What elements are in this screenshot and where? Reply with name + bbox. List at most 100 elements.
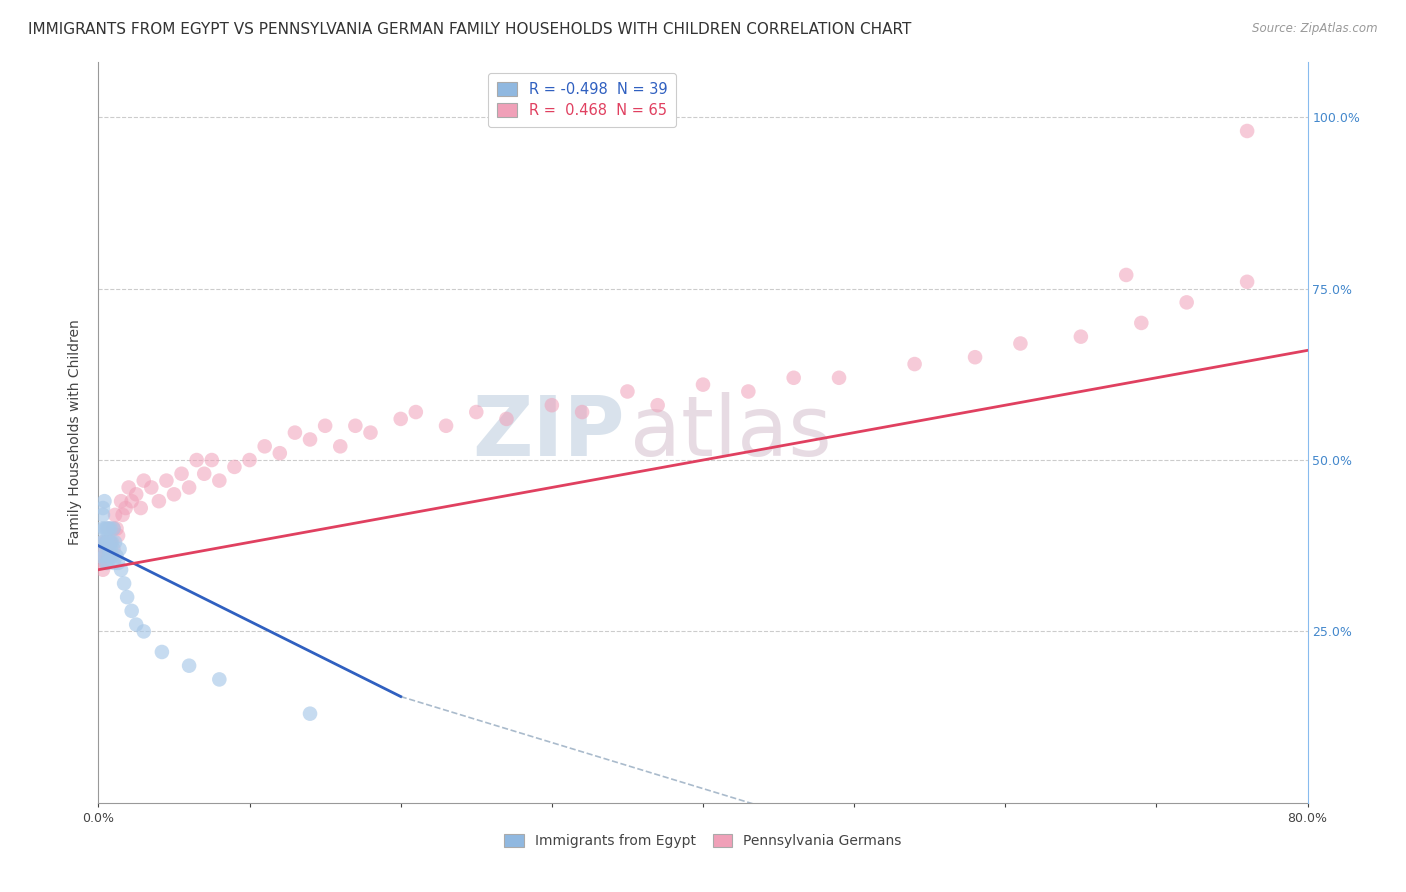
Point (253, 439, 276, 453)
Point (98, 522, 121, 536)
Point (91, 535, 114, 549)
Point (571, 405, 593, 419)
Point (1236, 124, 1258, 138)
Point (101, 535, 124, 549)
Point (616, 384, 638, 399)
Point (93, 549, 115, 563)
Point (284, 425, 307, 440)
Point (193, 467, 215, 481)
Point (179, 480, 201, 494)
Point (150, 645, 173, 659)
Point (329, 439, 352, 453)
Point (90, 542, 112, 557)
Point (110, 494, 132, 508)
Point (103, 556, 125, 570)
Point (107, 528, 129, 542)
Point (239, 453, 262, 467)
Point (148, 494, 170, 508)
Text: ZIP: ZIP (472, 392, 624, 473)
Point (299, 706, 322, 721)
Point (98, 549, 121, 563)
Point (107, 556, 129, 570)
Point (94, 522, 117, 536)
Point (163, 487, 186, 501)
Point (1115, 268, 1137, 282)
Point (121, 494, 143, 508)
Point (91, 535, 114, 549)
Point (495, 412, 517, 426)
Point (965, 350, 987, 364)
Y-axis label: Family Households with Children: Family Households with Children (69, 319, 83, 546)
Point (100, 522, 122, 536)
Point (179, 658, 201, 673)
Point (1175, 295, 1198, 310)
Point (540, 398, 562, 412)
Point (299, 433, 322, 447)
Point (101, 549, 124, 563)
Text: Source: ZipAtlas.com: Source: ZipAtlas.com (1253, 22, 1378, 36)
Point (105, 549, 128, 563)
Point (96, 522, 118, 536)
Point (737, 384, 759, 399)
Point (132, 624, 155, 639)
Point (201, 453, 224, 467)
Point (121, 604, 143, 618)
Point (96, 535, 118, 549)
Point (101, 549, 124, 563)
Point (94, 556, 117, 570)
Point (96, 542, 118, 557)
Point (96, 556, 118, 570)
Point (434, 418, 457, 433)
Point (647, 398, 669, 412)
Point (1070, 329, 1092, 343)
Point (405, 405, 427, 419)
Point (360, 425, 382, 440)
Text: IMMIGRANTS FROM EGYPT VS PENNSYLVANIA GERMAN FAMILY HOUSEHOLDS WITH CHILDREN COR: IMMIGRANTS FROM EGYPT VS PENNSYLVANIA GE… (28, 22, 911, 37)
Point (132, 474, 155, 488)
Point (170, 467, 193, 481)
Point (91, 508, 114, 522)
Point (783, 371, 806, 385)
Point (224, 459, 246, 474)
Point (103, 522, 125, 536)
Point (269, 446, 291, 460)
Point (1236, 275, 1258, 289)
Point (125, 487, 148, 501)
Point (104, 535, 127, 549)
Point (98, 549, 121, 563)
Point (125, 617, 148, 632)
Point (186, 453, 208, 467)
Point (904, 357, 927, 371)
Point (91, 563, 114, 577)
Point (98, 522, 121, 536)
Point (91, 501, 114, 516)
Point (129, 501, 152, 516)
Point (94, 556, 117, 570)
Point (208, 673, 231, 687)
Text: atlas: atlas (630, 392, 832, 473)
Point (389, 412, 412, 426)
Point (89, 549, 111, 563)
Point (208, 474, 231, 488)
Point (112, 576, 135, 591)
Point (108, 542, 131, 557)
Point (100, 535, 122, 549)
Point (314, 418, 336, 433)
Point (103, 542, 125, 557)
Point (105, 522, 128, 536)
Point (104, 508, 127, 522)
Point (1010, 336, 1032, 351)
Point (115, 590, 138, 604)
Legend: Immigrants from Egypt, Pennsylvania Germans: Immigrants from Egypt, Pennsylvania Germ… (498, 827, 908, 855)
Point (155, 474, 177, 488)
Point (828, 371, 851, 385)
Point (465, 405, 488, 419)
Point (93, 494, 115, 508)
Point (103, 522, 125, 536)
Point (344, 418, 367, 433)
Point (100, 535, 122, 549)
Point (118, 480, 141, 494)
Point (98, 542, 121, 557)
Point (114, 501, 136, 516)
Point (1130, 316, 1153, 330)
